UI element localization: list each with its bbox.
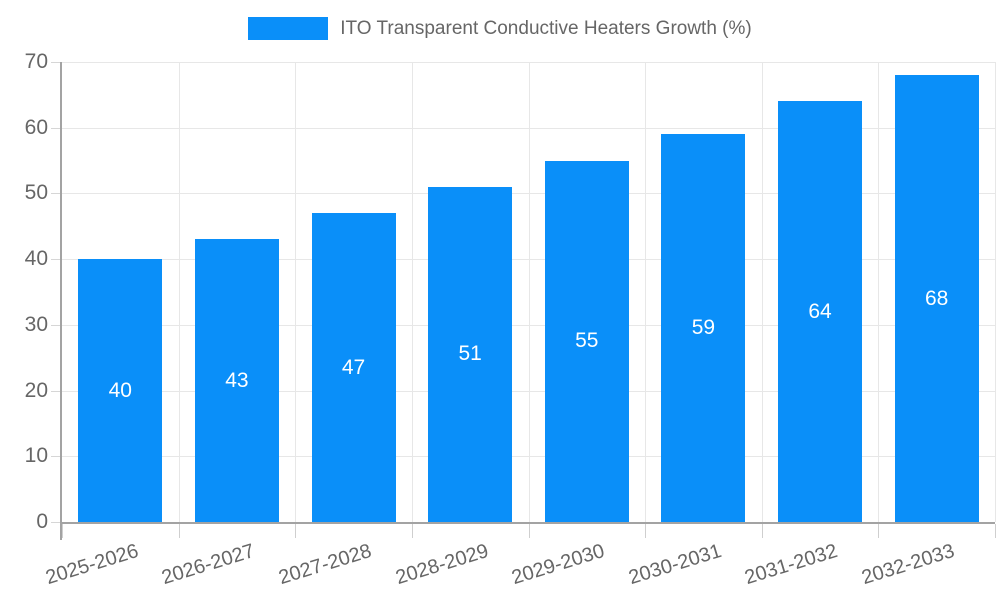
x-gridline	[995, 62, 996, 522]
x-axis-tick-label: 2028-2029	[392, 540, 491, 590]
y-axis-tick	[51, 127, 60, 129]
y-axis-tick-label: 60	[24, 115, 48, 139]
bar-value-label: 64	[808, 299, 832, 323]
y-axis-tick-label: 20	[24, 378, 48, 402]
y-axis-tick-label: 30	[24, 312, 48, 336]
bar: 55	[544, 160, 629, 522]
y-axis-tick	[51, 522, 60, 523]
x-gridline	[295, 62, 297, 522]
y-axis-tick	[51, 193, 60, 195]
bar: 64	[778, 101, 863, 522]
x-axis-tick-label: 2026-2027	[159, 540, 258, 590]
y-axis-tick-label: 0	[36, 510, 48, 533]
plot-area: 40 43 47 51 55 59 64 68 2025-2026 2026-2027 2027-…	[25, 50, 996, 589]
y-axis-tick	[51, 390, 60, 392]
y-axis-line	[60, 62, 62, 540]
bar: 51	[428, 186, 513, 522]
y-axis-tick-label: 50	[24, 181, 48, 205]
x-gridline	[761, 62, 763, 522]
y-axis-tick	[51, 324, 60, 326]
chart-legend[interactable]: ITO Transparent Conductive Heaters Growt…	[0, 17, 1000, 40]
x-gridline	[528, 62, 530, 522]
x-axis-tick	[645, 524, 647, 538]
x-axis-tick-label: 2032-2033	[859, 540, 958, 590]
x-axis-tick-label: 2027-2028	[276, 540, 374, 590]
bar: 68	[894, 75, 979, 522]
x-axis-tick	[178, 524, 180, 538]
legend-color-swatch	[248, 17, 329, 40]
bar-value-label: 68	[925, 286, 949, 310]
x-axis-tick-label: 2030-2031	[625, 540, 724, 590]
y-axis-tick-label: 70	[24, 50, 48, 73]
x-axis-tick	[62, 524, 63, 538]
x-axis-tick	[295, 524, 297, 538]
x-axis-tick	[995, 524, 996, 538]
x-axis-tick	[761, 524, 763, 538]
x-gridline	[178, 62, 180, 522]
bar: 59	[661, 134, 746, 522]
bar-value-label: 51	[458, 342, 482, 366]
y-axis-tick-label: 40	[24, 247, 48, 271]
y-axis-tick	[51, 62, 60, 63]
bar-value-label: 40	[108, 378, 132, 402]
x-axis-tick-label: 2031-2032	[742, 540, 841, 590]
bar: 47	[311, 213, 396, 522]
y-axis-tick	[51, 456, 60, 458]
bar: 40	[78, 259, 163, 522]
x-axis-tick	[878, 524, 880, 538]
x-axis-tick	[528, 524, 530, 538]
x-axis-line	[60, 522, 995, 524]
y-axis-tick	[51, 259, 60, 261]
x-axis-tick	[411, 524, 413, 538]
x-axis-tick-label: 2029-2030	[509, 540, 608, 590]
y-axis-tick-label: 10	[24, 444, 48, 468]
bar-value-label: 55	[575, 329, 599, 353]
legend-series-label: ITO Transparent Conductive Heaters Growt…	[340, 17, 752, 39]
x-gridline	[411, 62, 413, 522]
x-axis-tick-label: 2025-2026	[42, 540, 141, 590]
bar-value-label: 43	[225, 368, 249, 392]
bar-value-label: 47	[341, 355, 366, 379]
bar: 43	[194, 239, 279, 522]
x-gridline	[645, 62, 647, 522]
bar-value-label: 59	[691, 316, 716, 340]
x-gridline	[878, 62, 880, 522]
